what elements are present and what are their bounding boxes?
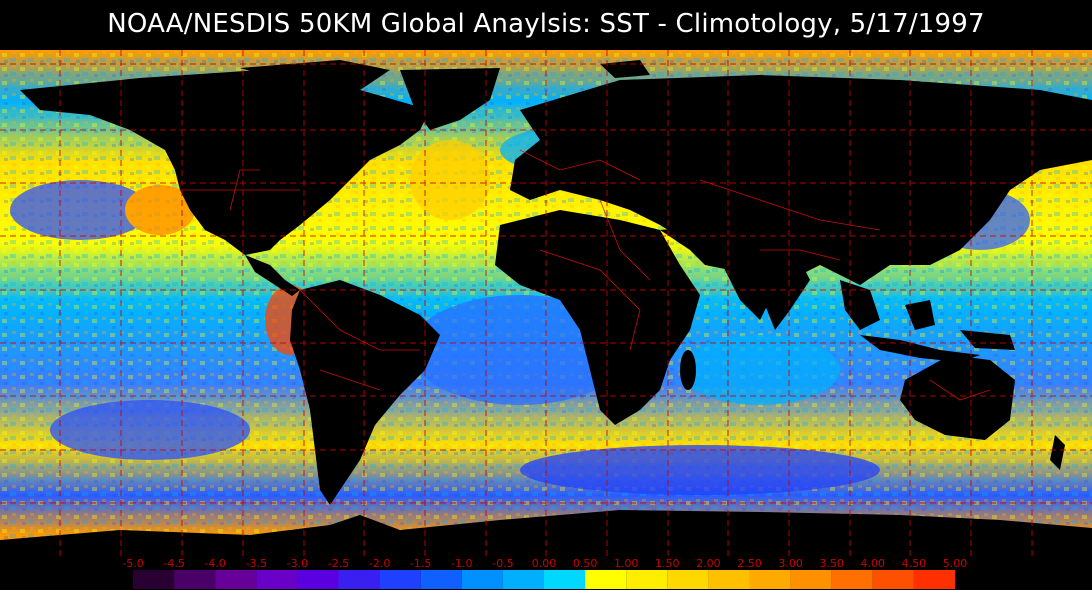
legend-swatch: [461, 570, 503, 589]
legend-tick-label: 5.00: [943, 557, 968, 570]
legend-tick-label: -5.0: [122, 557, 143, 570]
legend-tick-label: 1.00: [614, 557, 639, 570]
legend-swatch: [502, 570, 544, 589]
legend-swatch: [215, 570, 257, 589]
north-america: [20, 70, 430, 255]
legend-tick-label: -0.5: [492, 557, 513, 570]
borneo: [905, 300, 935, 330]
legend-swatch: [379, 570, 421, 589]
legend-swatch: [420, 570, 462, 589]
legend-swatch: [667, 570, 709, 589]
legend-tick-label: 0.50: [573, 557, 598, 570]
legend-tick-label: 4.00: [861, 557, 886, 570]
sst-anomaly-map: [0, 50, 1092, 556]
central-america: [245, 255, 300, 296]
legend-swatch: [831, 570, 873, 589]
legend-tick-label: -4.5: [163, 557, 184, 570]
legend-swatch: [297, 570, 339, 589]
legend-swatch: [174, 570, 216, 589]
legend-tick-label: 0.00: [532, 557, 557, 570]
arctic-islands: [240, 60, 390, 90]
map-title: NOAA/NESDIS 50KM Global Anaylsis: SST - …: [107, 9, 985, 39]
legend-tick-label: -4.0: [204, 557, 225, 570]
australia: [900, 355, 1015, 440]
legend-swatch: [913, 570, 955, 589]
legend-tick-label: -1.5: [410, 557, 431, 570]
legend-swatch: [256, 570, 298, 589]
legend-tick-label: -1.0: [451, 557, 472, 570]
legend-tick-label: 4.50: [902, 557, 927, 570]
legend-swatch: [585, 570, 627, 589]
legend-tick-label: -2.0: [369, 557, 390, 570]
legend-swatch: [790, 570, 832, 589]
legend-swatch: [544, 570, 586, 589]
eurasia: [510, 75, 1092, 320]
legend-swatch: [708, 570, 750, 589]
legend-swatch: [749, 570, 791, 589]
legend-tick-label: 1.50: [655, 557, 680, 570]
legend-swatch: [626, 570, 668, 589]
color-scale-legend: -5.0 -4.5 -4.0 -3.5 -3.0 -2.5 -2.0 -1.5 -1.0 -0.5…: [122, 557, 967, 589]
legend-tick-label: -3.0: [287, 557, 308, 570]
legend-tick-label: 3.00: [778, 557, 803, 570]
legend-swatch: [133, 570, 175, 589]
legend-tick-label: -2.5: [328, 557, 349, 570]
madagascar: [680, 350, 696, 390]
legend-tick-labels: -5.0 -4.5 -4.0 -3.5 -3.0 -2.5 -2.0 -1.5 -1.0 -0.5…: [122, 557, 967, 570]
legend-tick-label: -3.5: [246, 557, 267, 570]
new-guinea: [960, 330, 1015, 350]
legend-swatch: [872, 570, 914, 589]
legend-swatches: [133, 570, 955, 589]
legend-tick-label: 2.50: [737, 557, 762, 570]
legend-tick-label: 3.50: [819, 557, 844, 570]
south-america: [290, 280, 440, 505]
legend-swatch: [338, 570, 380, 589]
graticule: [0, 50, 1092, 556]
new-zealand: [1050, 435, 1065, 470]
legend-tick-label: 2.00: [696, 557, 721, 570]
